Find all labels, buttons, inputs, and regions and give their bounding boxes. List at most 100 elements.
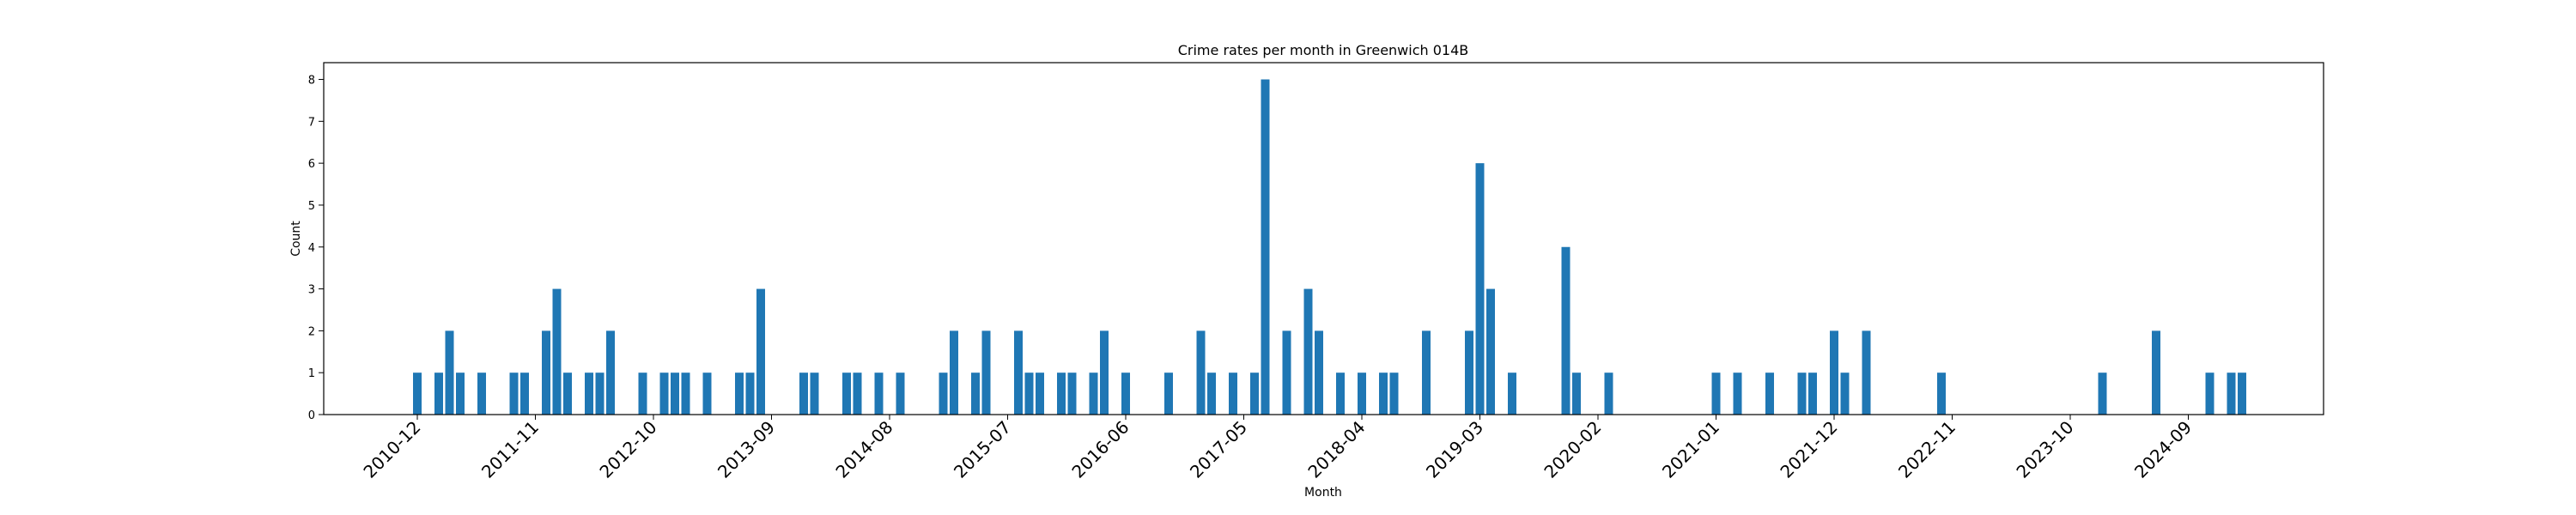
bars-group bbox=[413, 79, 2246, 415]
bar-2012-01 bbox=[552, 288, 562, 415]
x-tick-label: 2021-01 bbox=[1658, 417, 1723, 482]
bar-2012-06 bbox=[606, 330, 615, 415]
bar-2015-02 bbox=[950, 330, 958, 415]
bar-2010-12 bbox=[413, 373, 422, 415]
bar-2022-03 bbox=[1862, 330, 1871, 415]
bar-2017-04 bbox=[1229, 373, 1237, 415]
bar-2012-04 bbox=[585, 373, 593, 415]
x-tick-label: 2020-02 bbox=[1540, 417, 1605, 482]
x-tick-label: 2012-10 bbox=[595, 417, 660, 482]
bar-2016-06 bbox=[1121, 373, 1130, 415]
bar-2011-10 bbox=[520, 373, 529, 415]
bar-2011-06 bbox=[477, 373, 486, 415]
bar-2012-05 bbox=[595, 373, 605, 415]
bar-2015-12 bbox=[1057, 373, 1066, 415]
bar-2019-11 bbox=[1561, 246, 1571, 415]
bar-2014-04 bbox=[842, 373, 851, 415]
bar-2017-06 bbox=[1250, 373, 1259, 415]
bar-2011-09 bbox=[509, 373, 519, 415]
bar-2019-03 bbox=[1475, 163, 1485, 415]
bar-2015-05 bbox=[981, 330, 991, 415]
bar-2015-08 bbox=[1014, 330, 1023, 415]
bar-2013-06 bbox=[735, 373, 744, 415]
bar-2012-11 bbox=[659, 373, 669, 415]
bar-2024-01 bbox=[2098, 373, 2107, 415]
y-axis: 0 1 2 3 4 5 6 7 8 bbox=[308, 75, 324, 422]
x-tick-label: 2011-11 bbox=[477, 417, 543, 482]
bar-2021-03 bbox=[1733, 373, 1742, 415]
x-tick-label: 2013-09 bbox=[714, 417, 779, 482]
bar-2011-03 bbox=[445, 330, 454, 415]
bar-2018-07 bbox=[1389, 373, 1399, 415]
bar-2013-01 bbox=[681, 373, 690, 415]
x-tick-label: 2023-10 bbox=[2012, 417, 2077, 482]
x-tick-label: 2017-05 bbox=[1186, 417, 1251, 482]
bar-2020-03 bbox=[1604, 373, 1613, 415]
bar-2013-08 bbox=[756, 288, 765, 415]
bar-2011-12 bbox=[542, 330, 550, 415]
bar-2018-02 bbox=[1336, 373, 1345, 415]
bar-2018-04 bbox=[1358, 373, 1366, 415]
bar-2024-11 bbox=[2205, 373, 2215, 415]
bar-2021-09 bbox=[1797, 373, 1807, 415]
bar-2021-01 bbox=[1711, 373, 1721, 415]
bar-2024-06 bbox=[2152, 330, 2160, 415]
bar-2019-04 bbox=[1486, 288, 1495, 415]
x-tick-label: 2014-08 bbox=[831, 417, 896, 482]
y-tick-label: 0 bbox=[308, 409, 315, 422]
y-tick-label: 1 bbox=[308, 367, 315, 380]
bar-2021-10 bbox=[1808, 373, 1817, 415]
bar-2022-10 bbox=[1937, 373, 1946, 415]
bar-2019-06 bbox=[1508, 373, 1516, 415]
bar-2016-01 bbox=[1067, 373, 1077, 415]
bar-2022-01 bbox=[1840, 373, 1850, 415]
bar-2012-02 bbox=[563, 373, 572, 415]
y-tick-label: 8 bbox=[308, 75, 315, 88]
y-tick-label: 7 bbox=[308, 116, 315, 129]
y-tick-label: 4 bbox=[308, 242, 315, 255]
bar-2013-12 bbox=[799, 373, 808, 415]
y-tick-label: 3 bbox=[308, 284, 315, 297]
x-tick-label: 2021-12 bbox=[1776, 417, 1841, 482]
x-tick-label: 2024-09 bbox=[2130, 417, 2196, 482]
y-tick-label: 2 bbox=[308, 325, 315, 338]
bar-2016-03 bbox=[1089, 373, 1098, 415]
bar-2011-04 bbox=[456, 373, 465, 415]
bar-2019-12 bbox=[1572, 373, 1581, 415]
bar-2025-02 bbox=[2238, 373, 2246, 415]
x-axis-label: Month bbox=[1304, 486, 1342, 500]
bar-2014-07 bbox=[874, 373, 884, 415]
chart-title: Crime rates per month in Greenwich 014B bbox=[1178, 42, 1469, 58]
bar-2014-09 bbox=[896, 373, 905, 415]
bar-2014-05 bbox=[853, 373, 862, 415]
plot-area-frame bbox=[323, 62, 2324, 415]
bar-2017-11 bbox=[1303, 288, 1313, 415]
y-axis-label: Count bbox=[289, 221, 303, 257]
bar-2015-01 bbox=[939, 373, 948, 415]
bar-2017-07 bbox=[1261, 79, 1270, 415]
y-tick-label: 5 bbox=[308, 200, 315, 213]
x-tick-label: 2015-07 bbox=[950, 417, 1015, 482]
x-tick-label: 2016-06 bbox=[1067, 417, 1133, 482]
bar-2012-09 bbox=[638, 373, 647, 415]
bar-2011-02 bbox=[434, 373, 443, 415]
bar-2014-01 bbox=[810, 373, 819, 415]
bar-2012-12 bbox=[671, 373, 679, 415]
x-tick-label: 2010-12 bbox=[359, 417, 424, 482]
bar-2015-10 bbox=[1036, 373, 1044, 415]
y-tick-label: 6 bbox=[308, 158, 315, 171]
x-axis: 2010-12 2011-11 2012-10 2013-09 2014-08 2015-… bbox=[359, 415, 2196, 482]
bar-2017-09 bbox=[1282, 330, 1291, 415]
x-tick-label: 2022-11 bbox=[1894, 417, 1959, 482]
bar-2015-04 bbox=[971, 373, 980, 415]
bar-2021-12 bbox=[1830, 330, 1838, 415]
x-tick-label: 2018-04 bbox=[1303, 417, 1369, 482]
bar-2021-06 bbox=[1765, 373, 1774, 415]
bar-2016-04 bbox=[1100, 330, 1109, 415]
bar-2018-06 bbox=[1379, 373, 1388, 415]
bar-2013-03 bbox=[702, 373, 712, 415]
bar-2015-09 bbox=[1024, 373, 1034, 415]
bar-2013-07 bbox=[745, 373, 755, 415]
bar-2017-01 bbox=[1196, 330, 1206, 415]
bar-2017-12 bbox=[1315, 330, 1323, 415]
